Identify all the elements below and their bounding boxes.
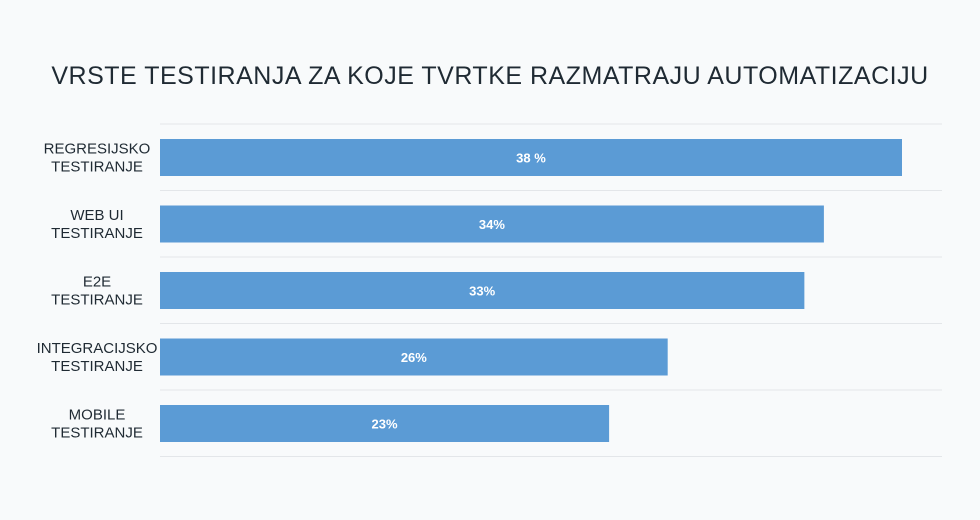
category-label: INTEGRACIJSKO TESTIRANJE — [37, 340, 158, 375]
bar-value-label: 38 % — [516, 151, 546, 166]
bar-value-label: 26% — [401, 350, 427, 365]
category-label-line: WEB UI — [70, 207, 123, 224]
chart-title: VRSTE TESTIRANJA ZA KOJE TVRTKE RAZMATRA… — [51, 62, 929, 90]
category-label-line: REGRESIJSKO — [44, 141, 151, 158]
category-label-line: MOBILE — [69, 407, 126, 424]
bar — [160, 338, 668, 376]
bar — [160, 139, 902, 176]
bar — [160, 272, 805, 309]
bar-value-label: 33% — [469, 284, 495, 299]
bar-value-label: 23% — [372, 417, 398, 432]
category-label: REGRESIJSKO TESTIRANJE — [44, 141, 151, 176]
category-label-line: TESTIRANJE — [51, 159, 143, 176]
category-label: WEB UI TESTIRANJE — [51, 207, 143, 242]
bar — [160, 205, 824, 243]
category-label: E2E TESTIRANJE — [51, 274, 143, 309]
category-label-line: E2E — [83, 274, 111, 291]
bar — [160, 405, 610, 442]
bar-value-label: 34% — [479, 217, 505, 232]
category-label-line: TESTIRANJE — [51, 425, 143, 442]
category-label-line: INTEGRACIJSKO — [37, 340, 158, 357]
category-label-line: TESTIRANJE — [51, 292, 143, 309]
category-label-line: TESTIRANJE — [51, 225, 143, 242]
category-label-line: TESTIRANJE — [51, 358, 143, 375]
category-label: MOBILE TESTIRANJE — [51, 407, 143, 442]
